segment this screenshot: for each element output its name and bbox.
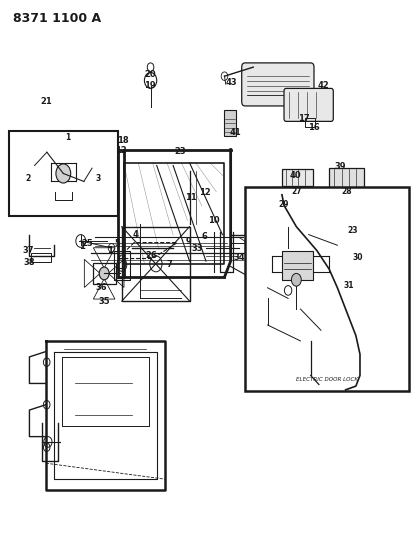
Text: 43: 43 bbox=[226, 77, 238, 86]
Circle shape bbox=[291, 273, 301, 286]
Bar bbox=[282, 168, 313, 185]
Text: 5: 5 bbox=[85, 141, 91, 150]
Bar bbox=[260, 231, 278, 241]
Text: ELECTRIC DOOR LOCK: ELECTRIC DOOR LOCK bbox=[296, 377, 358, 382]
Bar bbox=[114, 251, 130, 280]
Text: 30: 30 bbox=[353, 253, 363, 262]
Text: 8371 1100 A: 8371 1100 A bbox=[13, 12, 101, 26]
Text: 39: 39 bbox=[335, 162, 346, 171]
Text: 3: 3 bbox=[96, 174, 101, 183]
FancyBboxPatch shape bbox=[242, 63, 314, 106]
Text: 42: 42 bbox=[318, 81, 330, 90]
Text: 18: 18 bbox=[117, 136, 129, 145]
Text: 33: 33 bbox=[191, 245, 203, 254]
Bar bbox=[93, 263, 116, 284]
Bar bbox=[31, 253, 51, 262]
Text: 1: 1 bbox=[108, 246, 113, 255]
Text: 1: 1 bbox=[79, 243, 84, 252]
Text: 12: 12 bbox=[115, 146, 126, 155]
Circle shape bbox=[56, 164, 71, 183]
Text: 16: 16 bbox=[308, 123, 319, 132]
Text: 31: 31 bbox=[344, 280, 354, 289]
Circle shape bbox=[99, 267, 109, 280]
Text: 14: 14 bbox=[264, 207, 276, 216]
Text: 28: 28 bbox=[341, 187, 352, 196]
Text: 11: 11 bbox=[185, 193, 197, 202]
Text: 19: 19 bbox=[144, 81, 156, 90]
Text: 13: 13 bbox=[255, 207, 267, 216]
Text: 5: 5 bbox=[115, 239, 121, 248]
Text: 16: 16 bbox=[105, 147, 116, 156]
Text: 32: 32 bbox=[94, 185, 106, 194]
Bar bbox=[225, 110, 236, 136]
Text: 27: 27 bbox=[292, 187, 302, 196]
Text: 4: 4 bbox=[132, 230, 138, 239]
Text: 7: 7 bbox=[167, 261, 173, 269]
Text: 34: 34 bbox=[234, 253, 246, 262]
Text: 9: 9 bbox=[185, 237, 191, 246]
Text: 26: 26 bbox=[145, 252, 157, 260]
Text: 10: 10 bbox=[208, 216, 219, 225]
Bar bbox=[329, 167, 364, 188]
Text: 12: 12 bbox=[199, 188, 211, 197]
Text: 25: 25 bbox=[82, 239, 94, 248]
Text: 37: 37 bbox=[23, 246, 34, 255]
Text: 6: 6 bbox=[201, 232, 207, 241]
Text: 36: 36 bbox=[96, 283, 107, 292]
Text: 41: 41 bbox=[229, 128, 241, 137]
Text: 35: 35 bbox=[98, 296, 110, 305]
Text: 1: 1 bbox=[65, 133, 70, 142]
Text: 22: 22 bbox=[70, 132, 82, 141]
Bar bbox=[304, 118, 315, 127]
Text: 24: 24 bbox=[93, 158, 104, 167]
Text: 20: 20 bbox=[144, 70, 156, 78]
Text: 2: 2 bbox=[26, 174, 31, 183]
Text: 23: 23 bbox=[174, 147, 186, 156]
Text: 40: 40 bbox=[290, 171, 301, 180]
Bar bbox=[9, 131, 118, 216]
Text: 15: 15 bbox=[244, 211, 256, 220]
Text: 17: 17 bbox=[298, 114, 309, 123]
Text: 29: 29 bbox=[278, 200, 288, 209]
Text: 38: 38 bbox=[23, 259, 35, 267]
Text: 21: 21 bbox=[41, 97, 53, 106]
Text: 23: 23 bbox=[348, 227, 358, 236]
FancyBboxPatch shape bbox=[284, 88, 333, 122]
Bar bbox=[245, 187, 409, 391]
Bar bbox=[282, 251, 313, 280]
